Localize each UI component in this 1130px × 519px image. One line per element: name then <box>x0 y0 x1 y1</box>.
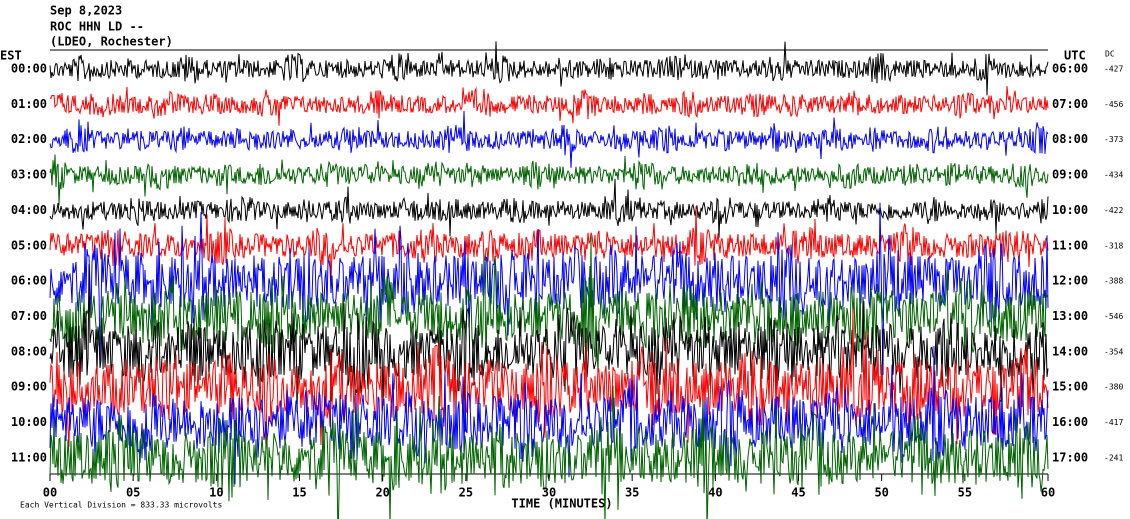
dc-value: -388 <box>1104 277 1123 286</box>
left-zone: EST <box>0 49 22 63</box>
est-label: 00:00 <box>11 62 47 76</box>
trace <box>49 178 1049 238</box>
est-label: 08:00 <box>11 344 47 358</box>
dc-value: -354 <box>1104 347 1123 356</box>
utc-label: 10:00 <box>1052 203 1088 217</box>
dc-value: -422 <box>1104 206 1123 215</box>
dc-value: -380 <box>1104 383 1123 392</box>
x-tick-label: 15 <box>292 486 306 500</box>
dc-label: DC <box>1105 50 1115 59</box>
est-label: 06:00 <box>11 274 47 288</box>
right-zone: UTC <box>1064 49 1086 63</box>
dc-value: -546 <box>1104 312 1123 321</box>
x-tick-label: 10 <box>209 486 223 500</box>
trace <box>49 206 1049 282</box>
utc-label: 06:00 <box>1052 62 1088 76</box>
dc-value: -434 <box>1104 171 1123 180</box>
x-tick-label: 45 <box>791 486 805 500</box>
utc-label: 08:00 <box>1052 132 1088 146</box>
date: Sep 8,2023 <box>50 4 122 18</box>
utc-label: 14:00 <box>1052 344 1088 358</box>
utc-label: 11:00 <box>1052 238 1088 252</box>
dc-value: -241 <box>1104 453 1123 462</box>
trace <box>49 308 1049 449</box>
dc-value: -373 <box>1104 135 1123 144</box>
trace <box>49 86 1049 126</box>
network: (LDEO, Rochester) <box>50 35 173 49</box>
utc-label: 13:00 <box>1052 309 1088 323</box>
traces <box>49 41 1049 519</box>
est-label: 02:00 <box>11 132 47 146</box>
trace <box>49 154 1049 206</box>
utc-label: 12:00 <box>1052 274 1088 288</box>
x-axis-label: TIME (MINUTES) <box>511 497 612 511</box>
trace <box>49 236 1049 372</box>
x-tick-label: 20 <box>375 486 389 500</box>
trace <box>49 346 1049 485</box>
dc-value: -318 <box>1104 241 1123 250</box>
utc-label: 09:00 <box>1052 168 1088 182</box>
est-label: 11:00 <box>11 450 47 464</box>
trace <box>49 110 1049 168</box>
x-tick-label: 50 <box>874 486 888 500</box>
est-label: 03:00 <box>11 168 47 182</box>
station: ROC HHN LD -- <box>50 20 144 34</box>
est-label: 05:00 <box>11 238 47 252</box>
x-tick-label: 40 <box>708 486 722 500</box>
dc-value: -417 <box>1104 418 1123 427</box>
x-tick-label: 30 <box>542 486 556 500</box>
utc-label: 16:00 <box>1052 415 1088 429</box>
utc-label: 17:00 <box>1052 450 1088 464</box>
dc-value: -427 <box>1104 65 1123 74</box>
x-tick-label: 25 <box>459 486 473 500</box>
est-label: 04:00 <box>11 203 47 217</box>
est-label: 09:00 <box>11 380 47 394</box>
utc-label: 15:00 <box>1052 380 1088 394</box>
x-tick-label: 05 <box>126 486 140 500</box>
est-label: 10:00 <box>11 415 47 429</box>
est-label: 07:00 <box>11 309 47 323</box>
dc-value: -456 <box>1104 100 1123 109</box>
utc-label: 07:00 <box>1052 97 1088 111</box>
trace <box>49 41 1049 96</box>
x-tick-label: 60 <box>1041 486 1055 500</box>
est-label: 01:00 <box>11 97 47 111</box>
x-tick-label: 35 <box>625 486 639 500</box>
footer: Each Vertical Division = 833.33 microvol… <box>20 501 222 510</box>
x-tick-label: 00 <box>43 486 57 500</box>
x-tick-label: 55 <box>958 486 972 500</box>
